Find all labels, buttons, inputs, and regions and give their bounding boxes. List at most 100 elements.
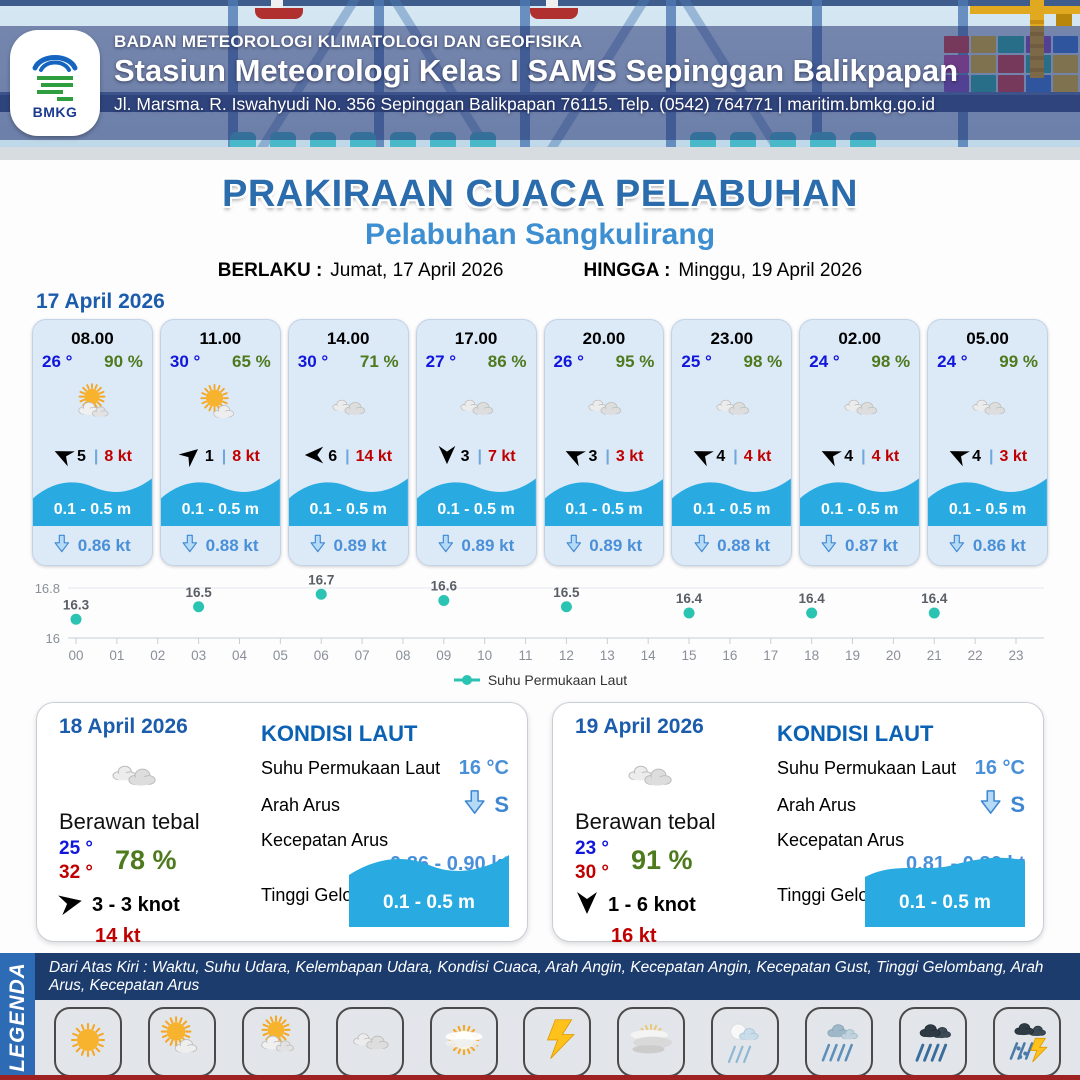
- humidity: 99 %: [999, 352, 1038, 371]
- wind-direction-icon: [178, 445, 201, 470]
- current-direction-label: Arah Arus: [777, 794, 857, 815]
- legend-item: Petir: [512, 1007, 602, 1080]
- svg-text:23: 23: [1008, 648, 1023, 663]
- wave-icon: [865, 857, 1025, 927]
- forecast-time: 02.00: [838, 329, 881, 348]
- wave-height-band: 0.1 - 0.5 m: [288, 470, 408, 527]
- wind-row: 6 | 14 kt: [289, 445, 408, 470]
- weather-legend-icon: [343, 1013, 397, 1072]
- svg-text:16.8: 16.8: [35, 581, 60, 596]
- legend-item: Hujan Petir: [982, 1007, 1072, 1080]
- wave-icon: [33, 478, 152, 527]
- air-temperature: 26 °: [42, 352, 73, 371]
- forecast-time: 05.00: [966, 329, 1009, 348]
- sea-conditions-heading: KONDISI LAUT: [777, 721, 934, 746]
- svg-text:16.4: 16.4: [676, 591, 703, 606]
- gust-speed: 7 kt: [487, 448, 516, 466]
- bmkg-logo: BMKG: [10, 30, 100, 136]
- weather-condition-icon: [928, 377, 1047, 436]
- hourly-forecast-card: 02.00 24 ° 98 % 4 | 4 kt 0.1 - 0.5 m: [799, 319, 921, 566]
- gust-speed: 14 kt: [355, 448, 393, 466]
- wind-speed: 6: [328, 448, 338, 466]
- svg-text:08: 08: [395, 648, 410, 663]
- weather-legend-icon: [1000, 1013, 1054, 1072]
- svg-text:18: 18: [804, 648, 819, 663]
- svg-text:00: 00: [68, 648, 83, 663]
- current-direction-icon: [980, 789, 1001, 821]
- daily-wind-range: 3 - 3 knot: [92, 894, 180, 916]
- wave-height: 0.1 - 0.5 m: [181, 501, 259, 519]
- bmkg-logo-text: BMKG: [32, 104, 78, 120]
- sst-chart: 16.8 16 00 01 02 03 04 05 06 07 08 09 10 11 12 13 14 15 16…: [35, 574, 1044, 663]
- wave-height: 0.1 - 0.5 m: [309, 501, 387, 519]
- hourly-forecast-card: 08.00 26 ° 90 % 5 | 8 kt 0.1 - 0.5 m: [32, 319, 153, 566]
- temp-max: 32 °: [59, 861, 94, 883]
- svg-text:19: 19: [845, 648, 860, 663]
- current-speed: 0.86 kt: [972, 535, 1026, 555]
- sst-label: Suhu Permukaan Laut: [777, 758, 957, 778]
- legend-item: Berawan: [231, 1007, 321, 1080]
- svg-text:17: 17: [763, 648, 778, 663]
- current-direction-icon: [566, 534, 582, 558]
- forecast-time: 11.00: [199, 329, 242, 348]
- current-row: 0.88 kt: [672, 526, 791, 565]
- daily-condition: Berawan tebal: [575, 809, 716, 834]
- wind-speed: 4: [844, 448, 854, 466]
- wind-row: 5 | 8 kt: [33, 445, 152, 470]
- wave-height: 0.1 - 0.5 m: [693, 501, 771, 519]
- wave-height: 0.1 - 0.5 m: [53, 501, 132, 519]
- wind-row: 4 | 4 kt: [672, 445, 791, 470]
- current-row: 0.86 kt: [928, 526, 1047, 565]
- weather-legend-icon: [61, 1013, 115, 1072]
- hourly-forecast-card: 14.00 30 ° 71 % 6 | 14 kt 0.1 - 0.5 m: [287, 319, 409, 566]
- wave-icon: [416, 478, 536, 527]
- wind-direction-icon: [304, 445, 324, 470]
- humidity: 95 %: [615, 352, 655, 371]
- daily-weather-icon: [85, 741, 257, 807]
- current-speed-label: Kecepatan Arus: [777, 830, 905, 850]
- daily-date: 19 April 2026: [575, 715, 704, 738]
- wave-icon: [800, 478, 920, 527]
- page-title: PRAKIRAAN CUACA PELABUHAN: [222, 173, 858, 215]
- svg-text:03: 03: [191, 648, 206, 663]
- wave-height-block: 0.1 - 0.5 m: [349, 847, 509, 927]
- wave-icon: [928, 478, 1047, 527]
- air-temperature: 24 °: [937, 352, 968, 371]
- current-speed: 0.89 kt: [333, 535, 387, 555]
- ship-illustration: [530, 0, 578, 19]
- svg-text:16.5: 16.5: [553, 585, 580, 600]
- legend-item: Hujan Ringan: [700, 1007, 790, 1080]
- forecast-time: 08.00: [71, 329, 114, 348]
- daily-gust: 14 kt: [95, 924, 141, 947]
- svg-text:16.3: 16.3: [63, 597, 90, 612]
- weather-legend-icon: [249, 1013, 303, 1072]
- chart-legend: Suhu Permukaan Laut: [0, 672, 1080, 688]
- gust-speed: 3 kt: [615, 448, 644, 466]
- current-row: 0.89 kt: [289, 526, 408, 565]
- sea-conditions-heading: KONDISI LAUT: [261, 721, 418, 746]
- svg-text:05: 05: [273, 648, 288, 663]
- current-speed: 0.86 kt: [77, 535, 131, 555]
- daily-condition: Berawan tebal: [59, 809, 200, 834]
- hourly-forecast-card: 11.00 30 ° 65 % 1 | 8 kt 0.1 - 0.5 m: [159, 319, 281, 566]
- daily-weather-icon: [601, 741, 773, 807]
- temp-max: 30 °: [575, 861, 610, 883]
- weather-legend-icon: [906, 1013, 960, 1072]
- weather-condition-icon: [672, 377, 791, 436]
- hourly-forecast-card: 17.00 27 ° 86 % 3 | 7 kt 0.1 - 0.5 m: [415, 319, 537, 566]
- svg-text:15: 15: [682, 648, 697, 663]
- wind-speed: 1: [204, 448, 214, 466]
- weather-condition-icon: [800, 377, 919, 436]
- weather-condition-icon: [417, 377, 536, 436]
- legend-item: Cerah Berawan: [137, 1007, 227, 1080]
- air-temperature: 27 °: [425, 352, 457, 371]
- weather-legend-icon: [624, 1013, 678, 1072]
- validity-row: BERLAKU : Jumat, 17 April 2026 HINGGA : Mi…: [0, 260, 1080, 282]
- current-direction-value: S: [1010, 792, 1025, 817]
- svg-text:07: 07: [355, 648, 370, 663]
- wave-height-band: 0.1 - 0.5 m: [416, 470, 536, 527]
- wind-row: 4 | 3 kt: [928, 445, 1047, 470]
- legend-item: Udara Kabur: [419, 1007, 509, 1080]
- current-direction-icon: [310, 534, 326, 558]
